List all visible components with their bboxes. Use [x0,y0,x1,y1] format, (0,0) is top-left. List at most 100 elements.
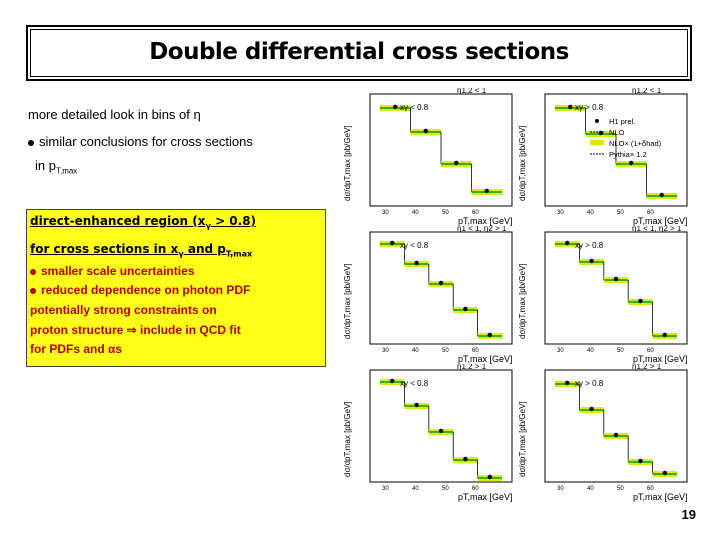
x-axis-label: pT,max [GeV] [458,354,513,364]
x-tick-label: 40 [412,348,419,354]
x-tick-label: 30 [382,210,389,216]
intro-line-1: more detailed look in bins of η [28,107,201,122]
eta-label: η1,2 > 1 [632,364,662,371]
legend-entry: NLO× (1+δhad) [609,139,662,148]
x-tick-label: 60 [647,486,654,492]
data-point [414,260,419,266]
x-tick-label: 40 [587,210,594,216]
data-point [390,240,395,246]
xgamma-label: xγ < 0.8 [400,379,429,388]
data-point [487,474,492,480]
x-tick-label: 30 [557,210,564,216]
eta-label: η1,2 < 1 [632,88,662,95]
title-box: Double differential cross sections [26,25,692,81]
plot-panel-4: η1 < 1, η2 > 1 xγ > 0.8 dσ/dpT,max [pb/GeV… [518,226,688,364]
x-tick-label: 30 [557,348,564,354]
data-point [393,104,398,110]
x-tick-label: 60 [647,210,654,216]
data-point [629,160,634,166]
x-tick-label: 50 [442,210,449,216]
data-point [438,428,444,434]
plot-panel-2: η1,2 < 1 xγ > 0.8 dσ/dpT,max [pb/GeV] pT,ma… [518,88,688,226]
x-tick-label: 60 [647,348,654,354]
data-point [390,378,395,384]
highlight-box: direct-enhanced region (xγ > 0.8) for cr… [26,209,326,367]
legend-marker [590,140,604,145]
x-tick-label: 60 [472,486,479,492]
x-tick-label: 50 [442,486,449,492]
x-tick-label: 40 [587,348,594,354]
data-point [613,276,619,282]
plot-frame [544,369,688,483]
bullet-icon [28,139,34,146]
plot-frame [369,231,513,345]
y-axis-label: dσ/dpT,max [pb/GeV] [343,263,352,339]
x-tick-label: 40 [412,210,419,216]
x-tick-label: 40 [412,486,419,492]
x-tick-label: 60 [472,210,479,216]
x-tick-label: 60 [472,348,479,354]
xgamma-label: xγ < 0.8 [400,241,429,250]
box-heading-1: direct-enhanced region (xγ > 0.8) [30,214,257,231]
xgamma-label: xγ > 0.8 [575,241,604,250]
x-tick-label: 30 [557,486,564,492]
intro-line-3: in pT,max [35,158,78,176]
plot-frame [544,231,688,345]
x-tick-label: 30 [382,348,389,354]
eta-label: η1,2 > 1 [457,364,487,371]
legend-marker [595,119,599,123]
x-axis-label: pT,max [GeV] [633,354,688,364]
eta-label: η1 < 1, η2 > 1 [457,226,507,233]
xgamma-label: xγ < 0.8 [400,103,429,112]
data-point [598,130,603,136]
data-point [659,192,664,198]
data-point [463,306,468,312]
data-point [565,240,570,246]
box-line-5: for PDFs and αs [30,342,123,356]
x-tick-label: 40 [587,486,594,492]
x-tick-label: 50 [617,486,624,492]
y-axis-label: dσ/dpT,max [pb/GeV] [343,125,352,201]
data-point [454,160,459,166]
data-point [487,332,492,338]
x-axis-label: pT,max [GeV] [633,492,688,502]
plot-panel-3: η1 < 1, η2 > 1 xγ < 0.8 dσ/dpT,max [pb/GeV… [343,226,513,364]
data-point [589,406,594,412]
y-axis-label: dσ/dpT,max [pb/GeV] [518,125,527,201]
y-axis-label: dσ/dpT,max [pb/GeV] [343,401,352,477]
legend-entry: Pythia× 1.2 [609,150,647,159]
box-heading-2: for cross sections in xγ and pT,max [30,242,253,259]
data-point [638,458,643,464]
box-bullet-2: reduced dependence on photon PDF [30,283,250,297]
legend-entry: NLO [609,128,625,137]
data-point [423,128,428,134]
slide-title: Double differential cross sections [149,39,569,65]
plot-panel-5: η1,2 > 1 xγ < 0.8 dσ/dpT,max [pb/GeV] pT,ma… [343,364,513,502]
data-point [662,332,667,338]
x-axis-label: pT,max [GeV] [458,492,513,502]
x-tick-label: 30 [382,486,389,492]
data-point [662,470,667,476]
eta-label: η1 < 1, η2 > 1 [632,226,682,233]
box-line-4: proton structure ⇒ include in QCD fit [30,323,241,337]
plot-panel-6: η1,2 > 1 xγ > 0.8 dσ/dpT,max [pb/GeV] pT,ma… [518,364,688,502]
bullet-icon [30,287,36,294]
page-number: 19 [681,507,696,522]
box-line-3: potentially strong constraints on [30,303,217,317]
plot-panel-1: η1,2 < 1 xγ < 0.8 dσ/dpT,max [pb/GeV] pT,ma… [343,88,513,226]
data-point [565,380,570,386]
legend-entry: H1 prel. [609,117,635,126]
data-point [589,258,594,264]
y-axis-label: dσ/dpT,max [pb/GeV] [518,401,527,477]
x-axis-label: pT,max [GeV] [458,216,513,226]
data-point [438,280,444,286]
box-bullet-1: smaller scale uncertainties [30,264,194,278]
xgamma-label: xγ > 0.8 [575,379,604,388]
eta-label: η1,2 < 1 [457,88,487,95]
x-tick-label: 50 [442,348,449,354]
data-point [414,402,419,408]
data-point [463,456,468,462]
data-point [638,298,643,304]
xgamma-label: xγ > 0.8 [575,103,604,112]
data-point [484,188,489,194]
